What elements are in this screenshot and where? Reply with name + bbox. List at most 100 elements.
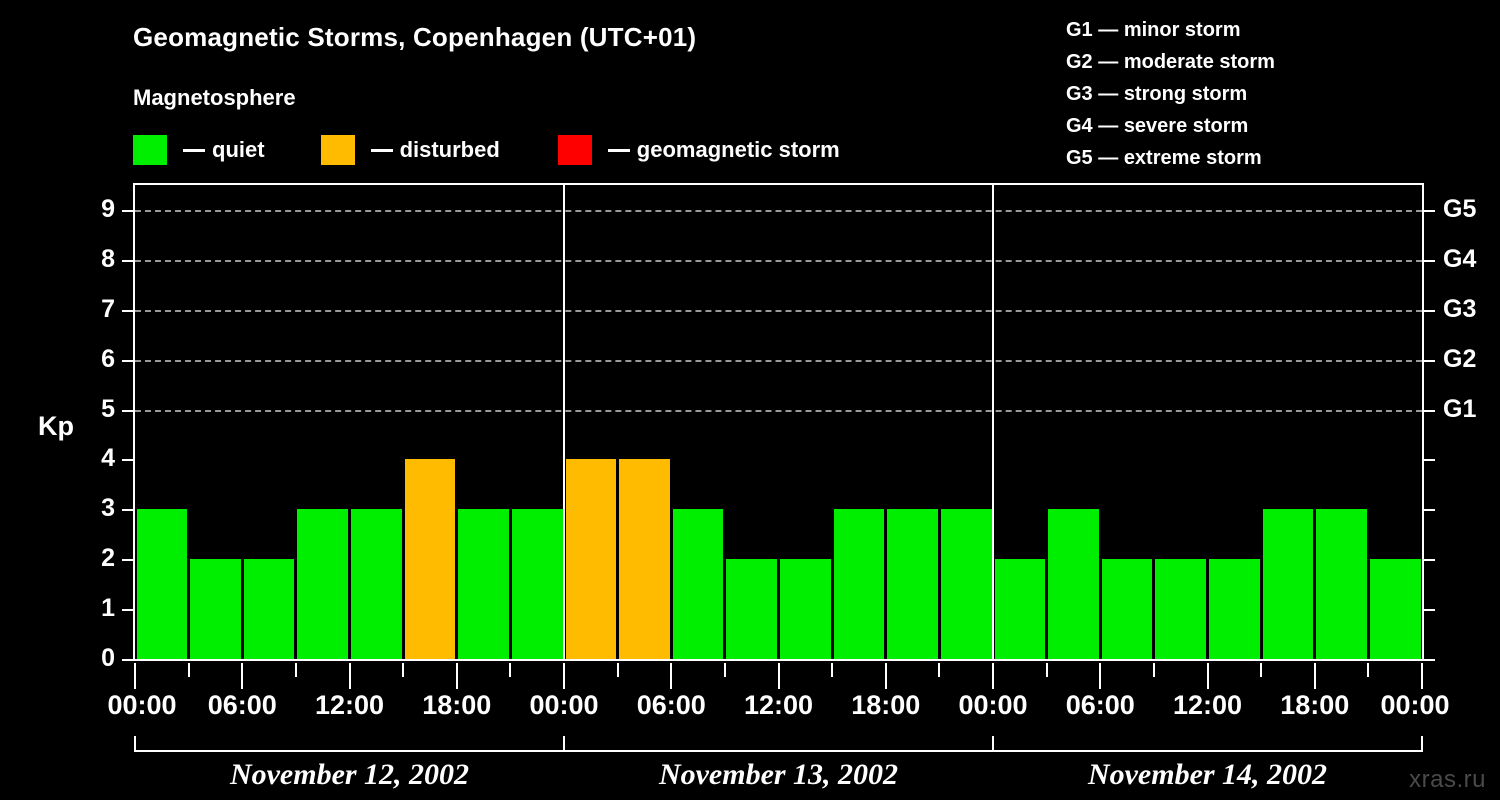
- y-axis-tick-left: [122, 609, 133, 612]
- x-axis-tick-minor: [1152, 663, 1155, 677]
- x-axis-tick-major: [1313, 663, 1316, 689]
- y-axis-tick-label: 7: [101, 294, 115, 323]
- chart-plot-area: [133, 183, 1424, 661]
- legend-label-disturbed: disturbed: [399, 137, 500, 162]
- y-axis-tick-right: [1424, 509, 1435, 512]
- bars-layer: [135, 185, 1422, 659]
- bar: [1101, 559, 1153, 659]
- y-axis-tick-label: 4: [101, 444, 115, 473]
- legend-swatch-geomagnetic-storm: [557, 135, 592, 165]
- gridline: [135, 309, 1422, 312]
- x-axis-tick-label: 00:00: [107, 690, 177, 720]
- y-axis-tick-left: [122, 509, 133, 512]
- bar: [404, 459, 456, 659]
- day-bracket-tick: [563, 736, 565, 752]
- day-separator: [992, 185, 994, 659]
- x-axis-tick-major: [670, 663, 673, 689]
- plot-inner: [135, 185, 1422, 659]
- g-legend-description: extreme storm: [1123, 147, 1262, 169]
- gridline: [135, 409, 1422, 412]
- day-bracket-tick: [1421, 736, 1423, 752]
- right-axis-tick-label: G1: [1443, 394, 1477, 423]
- day-bracket-line: [135, 750, 564, 752]
- right-axis-tick-label: G4: [1443, 244, 1477, 273]
- day-label: November 12, 2002: [229, 758, 470, 791]
- x-axis-tick-minor: [831, 663, 834, 677]
- bar: [458, 509, 509, 659]
- g-legend-description: moderate storm: [1123, 51, 1275, 73]
- y-axis-tick-right: [1424, 259, 1435, 262]
- x-axis-tick-label: 00:00: [529, 690, 599, 720]
- g-legend-code: G4: [1066, 115, 1093, 137]
- day-bracket-line: [993, 750, 1422, 752]
- x-axis-tick-label: 06:00: [1065, 690, 1135, 720]
- bar: [511, 509, 563, 659]
- bar: [994, 559, 1046, 659]
- legend-dash-icon: [607, 148, 630, 152]
- y-axis-tick-left: [122, 259, 133, 262]
- g-legend-dash-icon: —: [1092, 19, 1124, 41]
- y-axis-tick-label: 9: [101, 194, 115, 223]
- bar: [672, 509, 724, 659]
- right-axis-tick-label: G2: [1443, 344, 1477, 373]
- g-legend-dash-icon: —: [1092, 147, 1124, 169]
- bar: [940, 509, 992, 659]
- y-axis-tick-left: [122, 209, 133, 212]
- x-axis-tick-minor: [294, 663, 297, 677]
- x-axis-tick-major: [455, 663, 458, 689]
- x-axis-tick-label: 12:00: [1172, 690, 1243, 720]
- x-axis-tick-minor: [616, 663, 619, 677]
- y-axis-tick-left: [122, 409, 133, 412]
- y-axis-tick-left: [122, 459, 133, 462]
- g-legend-dash-icon: —: [1092, 51, 1124, 73]
- x-axis-tick-minor: [723, 663, 726, 677]
- bar: [1369, 559, 1421, 659]
- x-axis-tick-major: [1206, 663, 1209, 689]
- y-axis-tick-right: [1424, 209, 1435, 212]
- color-legend: quiet disturbed geomagnetic storm: [133, 133, 840, 167]
- bar: [1048, 509, 1099, 659]
- bar: [833, 509, 885, 659]
- bar: [887, 509, 938, 659]
- series-title: Magnetosphere: [133, 85, 296, 110]
- y-axis-tick-label: 5: [101, 394, 115, 423]
- x-axis-tick-major: [241, 663, 244, 689]
- day-bracket-tick: [134, 736, 136, 752]
- bar: [1155, 559, 1206, 659]
- g-legend-code: G1: [1066, 19, 1093, 41]
- y-axis-tick-right: [1424, 609, 1435, 612]
- legend-label-quiet: quiet: [212, 137, 265, 162]
- day-bracket-row: November 12, 2002 November 13, 2002 Novemb…: [0, 736, 1500, 800]
- y-axis-tick-right: [1424, 309, 1435, 312]
- y-axis-tick-left: [122, 359, 133, 362]
- y-axis-tick-right: [1424, 409, 1435, 412]
- x-axis-tick-label: 18:00: [422, 690, 492, 720]
- g-legend-description: strong storm: [1123, 83, 1248, 105]
- x-axis-tick-label: 06:00: [207, 690, 277, 720]
- g-legend-code: G3: [1066, 83, 1093, 105]
- x-axis-tick-label: 06:00: [636, 690, 706, 720]
- bar: [619, 459, 670, 659]
- legend-swatch-disturbed: [320, 135, 355, 165]
- x-axis-tick-minor: [187, 663, 190, 677]
- page-title: Geomagnetic Storms, Copenhagen (UTC+01): [133, 22, 697, 52]
- x-axis-tick-major: [884, 663, 887, 689]
- bar: [1262, 509, 1314, 659]
- x-axis-tick-major: [992, 663, 994, 689]
- x-axis-tick-label: 00:00: [958, 690, 1028, 720]
- x-axis-tick-label: 12:00: [314, 690, 385, 720]
- bar: [190, 559, 241, 659]
- y-axis-title: Kp: [38, 411, 74, 441]
- x-axis-tick-major: [563, 663, 565, 689]
- bar: [351, 509, 402, 659]
- y-axis-tick-left: [122, 559, 133, 562]
- gridline: [135, 259, 1422, 262]
- legend-dash-icon: [370, 148, 393, 152]
- gridline: [135, 209, 1422, 212]
- x-axis-tick-major: [777, 663, 780, 689]
- x-axis-tick-major: [134, 663, 136, 689]
- legend-item-geomagnetic-storm: geomagnetic storm: [557, 133, 840, 167]
- x-axis-tick-label: 18:00: [851, 690, 921, 720]
- bar: [136, 509, 188, 659]
- g-legend-row-g5: G5 — extreme storm: [1066, 142, 1486, 174]
